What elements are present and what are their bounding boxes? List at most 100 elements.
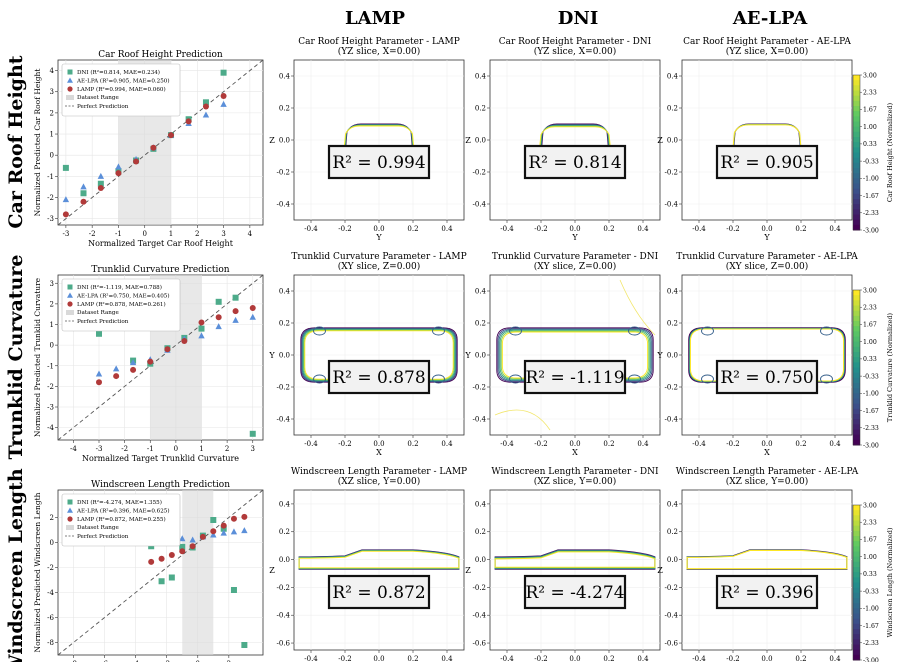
colorbar-tick-label: -0.33: [863, 373, 879, 380]
y-tick-label: -1: [47, 362, 54, 370]
point-dni: [62, 164, 69, 171]
panel-ylabel: Y: [268, 351, 275, 360]
colorbar-tick-label: 3.00: [863, 287, 877, 294]
colorbar-tick-label: 3.00: [863, 72, 877, 79]
point-lamp: [185, 118, 192, 125]
legend-entry: AE-LPA (R²=0.905, MAE=0.250): [76, 78, 170, 85]
colorbar-segment: [853, 357, 860, 363]
y-tick-label: -3: [47, 404, 54, 412]
x-tick-label: 0.4: [637, 225, 649, 233]
x-tick-label: 0.2: [603, 225, 614, 233]
colorbar-tick-label: -1.67: [863, 408, 879, 415]
column-header-lamp: LAMP: [345, 8, 406, 29]
x-tick-label: 0.0: [761, 225, 772, 233]
point-dni: [158, 578, 165, 585]
point-ae-lpa: [241, 527, 248, 534]
colorbar-segment: [853, 121, 860, 128]
colorbar-segment: [853, 178, 860, 184]
y-tick-label: -2: [47, 564, 54, 572]
colorbar-segment: [853, 429, 860, 436]
colorbar-tick-label: 1.67: [863, 537, 877, 544]
panel-ylabel: Z: [465, 136, 471, 145]
colorbar-segment: [853, 556, 860, 563]
r2-value: R² = -4.274: [525, 583, 624, 603]
x-tick-label: 4: [248, 230, 253, 238]
point-lamp: [199, 533, 206, 540]
colorbar-segment: [853, 608, 860, 614]
colorbar-segment: [853, 315, 860, 322]
point-ae-lpa: [232, 316, 239, 323]
panel-subtitle: (XZ slice, Y=0.00): [534, 476, 617, 487]
perfect-prediction-line: [57, 274, 264, 441]
colorbar-tick-label: 1.00: [863, 554, 877, 561]
x-tick-label: -4: [132, 660, 139, 662]
point-dni: [202, 99, 209, 106]
r2-box: [715, 144, 819, 180]
legend-marker: [67, 77, 73, 83]
point-ae-lpa: [230, 528, 238, 535]
x-tick-label: 0.2: [407, 440, 418, 448]
colorbar-segment: [853, 126, 860, 133]
point-lamp: [179, 548, 186, 555]
point-lamp: [96, 379, 102, 386]
point-lamp: [130, 366, 137, 373]
colorbar-segment: [853, 567, 860, 573]
legend-entry: Perfect Prediction: [77, 534, 129, 540]
colorbar-segment: [853, 592, 860, 599]
y-tick-label: 0.4: [279, 288, 291, 296]
y-tick-label: 0.2: [475, 320, 486, 328]
colorbar: 3.00 2.33 1.67 1.00 0.33 -0.33 -1.00 -1.67 -2.33…: [852, 72, 894, 234]
panel-ylabel: Z: [465, 566, 471, 575]
contour-panel-ae-lpa: Trunklid Curvature Parameter - AE-LPA(XY…: [656, 252, 858, 457]
x-tick-label: 0.4: [829, 225, 841, 233]
colorbar-segment: [853, 403, 860, 410]
colorbar-segment: [853, 188, 860, 195]
panel-xlabel: Y: [375, 233, 382, 242]
y-tick-label: 0.0: [667, 352, 678, 360]
x-tick-label: 0.0: [373, 225, 384, 233]
point-dni: [96, 330, 102, 337]
legend-entry: Dataset Range: [77, 95, 119, 101]
wheel-contour: [820, 374, 833, 384]
colorbar-segment: [853, 193, 860, 200]
perfect-prediction-line: [57, 489, 264, 656]
contour-line: [688, 327, 846, 383]
x-tick-label: 0.4: [441, 655, 453, 662]
point-lamp: [80, 198, 87, 205]
colorbar-tick-label: 1.00: [863, 124, 877, 131]
x-tick-label: -0.4: [692, 440, 706, 448]
contour-line: [343, 125, 415, 156]
y-tick-label: -0.2: [473, 584, 487, 592]
x-tick-label: 0.0: [761, 655, 772, 662]
r2-value: R² = 0.994: [332, 153, 425, 173]
r2-box: [327, 144, 431, 180]
scatter-title: Car Roof Height Prediction: [98, 50, 223, 60]
panel-title: Trunklid Curvature Parameter - LAMP: [291, 252, 466, 262]
panel-subtitle: (XZ slice, Y=0.00): [726, 476, 809, 487]
colorbar-segment: [853, 85, 860, 91]
legend-entry: DNI (R²=-4.274, MAE=1.355): [77, 499, 162, 506]
colorbar-tick-label: -3.00: [863, 227, 879, 234]
x-tick-label: 0.4: [441, 225, 453, 233]
y-tick-label: -0.4: [473, 612, 487, 620]
legend-marker: [66, 95, 74, 100]
y-tick-label: 0.2: [279, 528, 290, 536]
colorbar-segment: [853, 582, 860, 589]
y-tick-label: 0.4: [667, 288, 679, 296]
scatter-title: Windscreen Length Prediction: [91, 480, 230, 490]
colorbar-segment: [853, 300, 860, 306]
x-tick-label: 0.2: [795, 655, 806, 662]
x-tick-label: 0: [142, 230, 146, 238]
x-tick-label: 0.0: [373, 440, 384, 448]
legend-box: [61, 493, 181, 547]
colorbar-tick-label: -1.00: [863, 176, 879, 183]
colorbar-segment: [853, 173, 860, 179]
legend-entry: LAMP (R²=0.872, MAE=0.255): [77, 516, 166, 523]
x-tick-label: 2: [195, 230, 199, 238]
colorbar-segment: [853, 598, 860, 604]
colorbar-tick-label: 1.67: [863, 322, 877, 329]
x-tick-label: -0.2: [534, 225, 548, 233]
x-tick-label: -0.4: [500, 225, 514, 233]
legend-marker: [66, 525, 74, 530]
r2-value: R² = 0.396: [720, 583, 813, 603]
